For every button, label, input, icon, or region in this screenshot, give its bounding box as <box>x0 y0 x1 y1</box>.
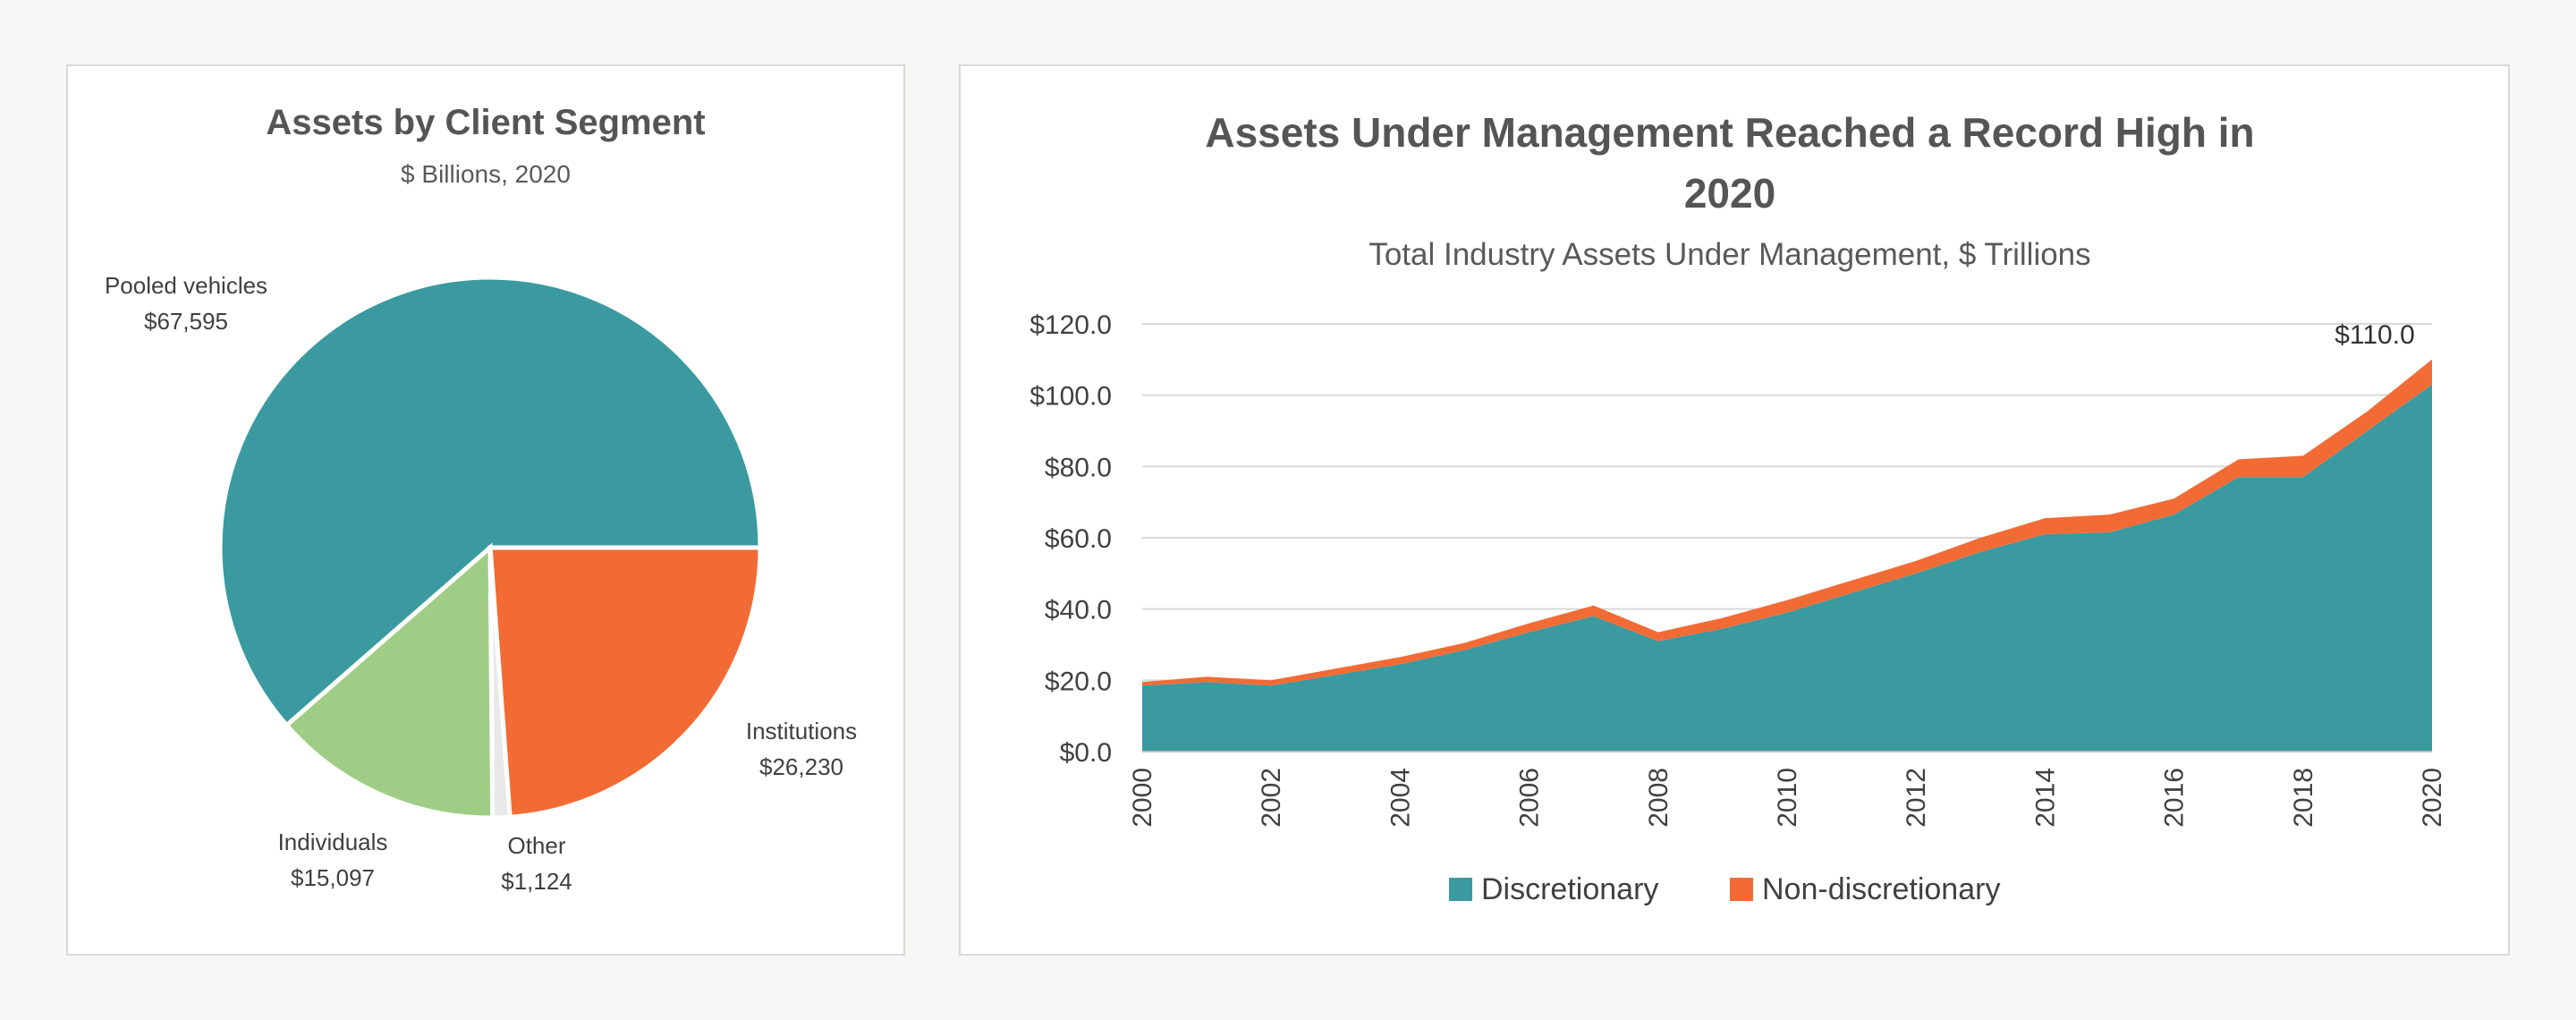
pie-value-institutions: $26,230 <box>759 753 843 780</box>
pie-chart: Assets by Client Segment $ Billions, 202… <box>105 103 857 895</box>
pie-chart-panel: Assets by Client Segment $ Billions, 202… <box>66 64 905 956</box>
pie-label-other: Other <box>507 832 565 859</box>
x-tick-label: 2014 <box>2030 768 2060 828</box>
area-chart-annotation: $110.0 <box>2334 320 2415 350</box>
y-tick-label: $60.0 <box>1045 524 1112 554</box>
x-tick-label: 2006 <box>1515 768 1545 828</box>
area-chart-y-axis: $0.0 $20.0 $40.0 $60.0 $80.0 $100.0 $120.0 <box>1030 310 1112 768</box>
area-series-discretionary <box>1142 384 2432 752</box>
x-tick-label: 2020 <box>2418 768 2447 828</box>
area-chart-legend: Discretionary Non-discretionary <box>1449 872 2000 906</box>
pie-value-other: $1,124 <box>501 868 572 895</box>
area-chart-x-axis: 2000 2002 2004 2006 2008 2010 2012 2014 2016 2018… <box>1128 751 2447 828</box>
area-chart-title-line-2: 2020 <box>1684 170 1775 217</box>
pie-labels: Pooled vehicles $67,595 Institutions $26,23… <box>105 272 857 895</box>
pie-value-individuals: $15,097 <box>291 864 375 891</box>
area-chart: Assets Under Management Reached a Record… <box>1030 109 2447 906</box>
area-chart-series <box>1142 359 2432 752</box>
area-chart-subtitle: Total Industry Assets Under Management, … <box>1368 237 2090 272</box>
x-tick-label: 2004 <box>1385 768 1415 828</box>
area-chart-title-line-1: Assets Under Management Reached a Record… <box>1205 109 2254 156</box>
y-tick-label: $40.0 <box>1045 596 1112 625</box>
legend-swatch-non-discretionary <box>1730 878 1753 901</box>
legend-label-non-discretionary: Non-discretionary <box>1762 872 2000 906</box>
pie-label-institutions: Institutions <box>746 718 857 744</box>
pie-slice-individuals <box>283 542 496 820</box>
pie-chart-subtitle: $ Billions, 2020 <box>401 160 571 188</box>
x-tick-label: 2010 <box>1773 768 1802 828</box>
area-chart-panel: Assets Under Management Reached a Record… <box>959 64 2510 956</box>
pie-label-individuals: Individuals <box>278 829 388 855</box>
y-tick-label: $100.0 <box>1030 382 1112 412</box>
y-tick-label: $80.0 <box>1045 453 1112 482</box>
x-tick-label: 2002 <box>1257 768 1286 828</box>
y-tick-label: $120.0 <box>1030 310 1112 340</box>
legend-swatch-discretionary <box>1449 878 1472 901</box>
pie-slice-institutions <box>487 545 763 820</box>
pie-slice-pooled-vehicles <box>217 275 763 729</box>
y-tick-label: $20.0 <box>1045 667 1112 696</box>
x-tick-label: 2018 <box>2289 768 2318 828</box>
pie-slices <box>217 275 763 820</box>
pie-label-pooled-vehicles: Pooled vehicles <box>105 272 267 299</box>
peak-value-label: $110.0 <box>2334 320 2415 350</box>
pie-chart-title: Assets by Client Segment <box>266 103 705 142</box>
x-tick-label: 2016 <box>2160 768 2190 828</box>
x-tick-label: 2000 <box>1128 768 1157 828</box>
x-tick-label: 2012 <box>1902 768 1931 828</box>
pie-value-pooled-vehicles: $67,595 <box>144 308 228 335</box>
y-tick-label: $0.0 <box>1060 738 1112 768</box>
legend-label-discretionary: Discretionary <box>1481 872 1658 906</box>
x-tick-label: 2008 <box>1644 768 1674 828</box>
